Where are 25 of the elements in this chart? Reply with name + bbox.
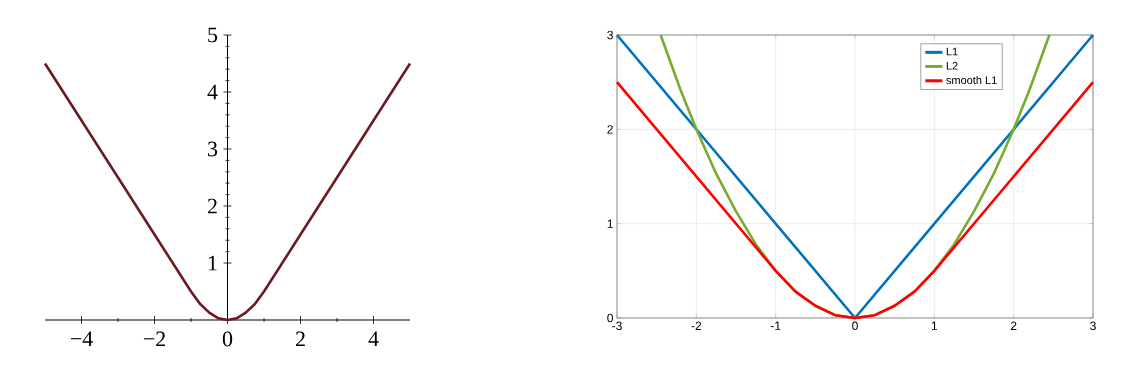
y-tick-label: 3	[208, 141, 218, 157]
x-tick-label: -2	[691, 321, 702, 330]
x-tick-label: 1	[931, 321, 938, 330]
legend-label: L2	[946, 61, 958, 70]
x-tick-label: 3	[1090, 321, 1096, 331]
y-tick-label: 3	[607, 30, 613, 40]
legend-label: L1	[946, 47, 958, 56]
y-tick-label: 4	[207, 84, 218, 100]
y-tick-label: 1	[208, 255, 217, 271]
y-tick-label: 1	[607, 219, 613, 228]
legend-label: smooth L1	[946, 76, 997, 85]
x-tick-label: 0	[222, 331, 233, 347]
x-tick-label: −2	[143, 331, 165, 347]
x-tick-label: -3	[612, 321, 622, 331]
line-series	[43, 62, 412, 322]
x-tick-label: −4	[70, 331, 93, 347]
x-tick-label: 4	[368, 331, 379, 347]
x-tick-label: 2	[1010, 321, 1017, 330]
y-tick-label: 0	[607, 313, 614, 323]
y-tick-label: 2	[607, 125, 613, 134]
x-tick-label: 2	[295, 331, 305, 347]
x-tick-label: -1	[770, 321, 781, 330]
y-tick-label: 5	[208, 27, 218, 43]
y-tick-label: 2	[207, 198, 217, 214]
x-tick-label: 0	[852, 321, 858, 331]
